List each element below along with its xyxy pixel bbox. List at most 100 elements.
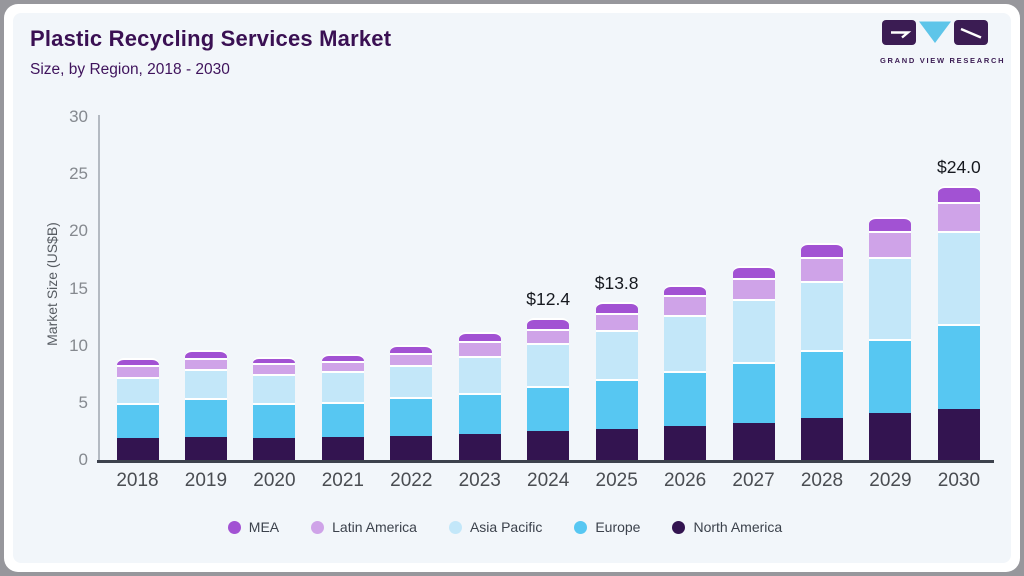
bar-2029 <box>869 216 912 460</box>
legend-dot-north-america <box>672 520 686 534</box>
x-tick-2026: 2026 <box>663 470 707 491</box>
bar-segment-latin-america-2020 <box>253 362 296 375</box>
x-axis-labels: 2018 2019 2020 2021 2022 2023 2024 2025 2026 2027… <box>100 470 993 494</box>
y-tick-20: 20 <box>69 221 88 241</box>
bar-segment-north-america-2023 <box>458 433 501 460</box>
legend-item-mea: MEA <box>227 519 280 535</box>
x-tick-2019: 2019 <box>184 470 228 491</box>
gvr-logo: GRAND VIEW RESEARCH <box>880 20 1006 65</box>
bar-segment-mea-2027 <box>732 265 775 279</box>
x-tick-2020: 2020 <box>253 470 296 491</box>
bar-segment-europe-2019 <box>184 398 227 438</box>
bar-segment-latin-america-2021 <box>321 360 364 371</box>
bar-segment-europe-2025 <box>595 378 638 430</box>
x-tick-2025: 2025 <box>595 470 638 491</box>
bar-2027 <box>732 265 775 460</box>
x-tick-2018: 2018 <box>116 470 159 491</box>
legend-dot-europe <box>574 520 588 534</box>
x-tick-2028: 2028 <box>800 470 844 491</box>
bar-segment-mea-2028 <box>801 242 843 257</box>
x-axis-line <box>97 460 994 463</box>
plot-area: $12.4 $13.8 $24.0 <box>100 117 993 460</box>
bar-segment-asia-pacific-2029 <box>869 256 912 339</box>
bar-2025 <box>595 302 638 460</box>
bar-2024 <box>527 318 570 460</box>
bar-segment-latin-america-2018 <box>116 365 159 377</box>
bar-2030 <box>937 185 980 460</box>
bar-segment-asia-pacific-2030 <box>937 231 980 324</box>
bar-segment-asia-pacific-2018 <box>116 376 159 403</box>
bar-segment-latin-america-2024 <box>527 328 570 344</box>
bar-segment-north-america-2024 <box>527 431 570 460</box>
bar-segment-asia-pacific-2023 <box>458 355 501 393</box>
bar-2028 <box>801 242 843 460</box>
legend-label-asia-pacific: Asia Pacific <box>469 519 543 535</box>
y-tick-30: 30 <box>69 107 88 126</box>
legend-dot-asia-pacific <box>448 520 462 534</box>
legend-label-europe: Europe <box>595 519 641 535</box>
legend-item-europe: Europe <box>574 519 640 535</box>
legend-item-north-america: North America <box>672 519 782 535</box>
x-tick-2027: 2027 <box>732 470 775 491</box>
bar-segment-mea-2024 <box>527 318 570 329</box>
bar-2023 <box>458 331 501 460</box>
x-tick-2023: 2023 <box>458 470 501 491</box>
gvr-logo-text: GRAND VIEW RESEARCH <box>880 56 1006 65</box>
page-title: Plastic Recycling Services Market <box>30 26 392 51</box>
bar-segment-asia-pacific-2025 <box>595 329 638 379</box>
bar-segment-latin-america-2026 <box>664 295 707 315</box>
bar-2022 <box>390 344 433 460</box>
bar-segment-latin-america-2027 <box>732 278 775 299</box>
bar-segment-europe-2021 <box>321 401 364 438</box>
bar-segment-europe-2022 <box>390 397 433 436</box>
bar-segment-latin-america-2028 <box>801 256 843 281</box>
y-tick-25: 25 <box>69 164 88 184</box>
bar-segment-latin-america-2025 <box>595 312 638 330</box>
bar-segment-north-america-2022 <box>390 436 433 460</box>
bar-segment-asia-pacific-2024 <box>527 343 570 386</box>
bar-segment-mea-2020 <box>253 357 296 363</box>
bar-segment-europe-2029 <box>869 338 912 414</box>
x-tick-2024: 2024 <box>527 470 570 491</box>
bar-segment-europe-2024 <box>527 385 570 432</box>
legend-label-mea: MEA <box>248 519 280 535</box>
y-axis-ticks: 0 5 10 15 20 25 30 <box>52 107 88 469</box>
bar-segment-latin-america-2030 <box>937 201 980 232</box>
bar-segment-mea-2022 <box>390 344 433 353</box>
legend: MEA Latin America Asia Pacific Europe North … <box>0 514 1010 540</box>
legend-item-latin-america: Latin America <box>311 519 417 535</box>
legend-label-north-america: North America <box>693 519 783 535</box>
x-tick-2029: 2029 <box>869 470 912 491</box>
bar-segment-mea-2019 <box>184 350 227 359</box>
bar-segment-asia-pacific-2021 <box>321 370 364 402</box>
bar-2019 <box>184 350 227 460</box>
gvr-logo-icon <box>882 20 988 45</box>
legend-dot-mea <box>227 520 241 534</box>
x-tick-2030: 2030 <box>937 470 981 491</box>
bar-segment-north-america-2027 <box>732 423 775 460</box>
bar-segment-mea-2026 <box>664 285 707 296</box>
bar-segment-latin-america-2029 <box>869 231 912 257</box>
bar-segment-north-america-2030 <box>937 408 980 460</box>
bar-segment-north-america-2020 <box>253 438 296 460</box>
bar-segment-north-america-2021 <box>321 437 364 460</box>
legend-dot-latin-america <box>311 520 325 534</box>
y-tick-0: 0 <box>78 450 88 469</box>
bar-segment-latin-america-2023 <box>458 341 501 356</box>
bar-segment-europe-2023 <box>458 392 501 434</box>
bar-segment-asia-pacific-2027 <box>732 298 775 362</box>
y-tick-10: 10 <box>69 335 88 355</box>
bar-segment-north-america-2026 <box>664 425 707 460</box>
value-label-2025: $13.8 <box>594 273 639 294</box>
bar-segment-mea-2029 <box>869 216 912 232</box>
bar-segment-europe-2026 <box>664 370 707 426</box>
bar-segment-mea-2025 <box>595 302 638 313</box>
bar-2020 <box>253 357 296 460</box>
y-tick-5: 5 <box>78 392 88 412</box>
bar-segment-asia-pacific-2019 <box>184 368 227 399</box>
bar-segment-europe-2018 <box>116 402 159 439</box>
bar-segment-asia-pacific-2022 <box>390 365 433 398</box>
bar-segment-mea-2030 <box>937 185 980 202</box>
legend-item-asia-pacific: Asia Pacific <box>448 519 543 535</box>
